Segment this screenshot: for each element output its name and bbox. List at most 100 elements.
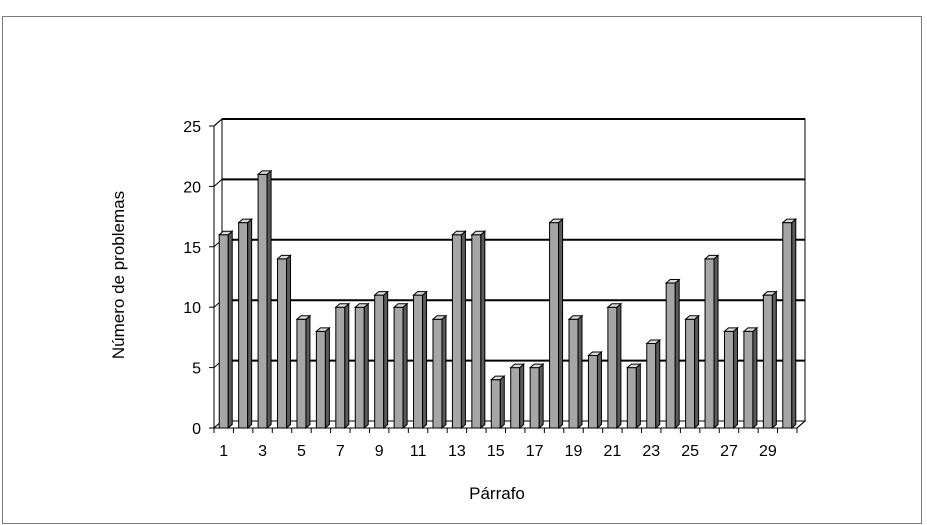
bar-top bbox=[489, 375, 506, 381]
bar-side bbox=[460, 230, 466, 430]
gridline-side bbox=[213, 179, 223, 187]
bar-front bbox=[490, 379, 501, 429]
bar-side bbox=[713, 254, 719, 430]
bar bbox=[315, 326, 331, 430]
bar bbox=[392, 302, 409, 430]
bar-front bbox=[568, 318, 579, 429]
bar-front bbox=[257, 173, 268, 429]
bar-side bbox=[363, 302, 369, 430]
bar bbox=[587, 350, 603, 430]
bar bbox=[334, 302, 351, 430]
y-tick-label: 25 bbox=[183, 119, 201, 136]
bar-side bbox=[577, 314, 583, 430]
bar-side bbox=[247, 218, 253, 430]
bar-front bbox=[529, 367, 540, 429]
y-tick-label: 20 bbox=[183, 179, 201, 196]
y-tick-label: 0 bbox=[192, 421, 201, 438]
bar-side bbox=[635, 362, 641, 430]
y-tick-labels: 0 5 10 15 20 25 bbox=[183, 119, 201, 438]
x-tick-label: 7 bbox=[336, 443, 345, 460]
bar-front bbox=[335, 306, 346, 429]
bar-front bbox=[685, 318, 696, 429]
bar-top bbox=[742, 327, 759, 332]
bar-top bbox=[723, 327, 739, 332]
bar-front bbox=[743, 330, 754, 429]
bar-side bbox=[441, 314, 447, 430]
axes bbox=[209, 125, 806, 433]
bar-front bbox=[549, 222, 560, 429]
x-tick-label: 29 bbox=[759, 443, 777, 460]
bar bbox=[217, 230, 234, 430]
bar-front bbox=[665, 282, 676, 429]
bar-front bbox=[723, 330, 734, 429]
bar bbox=[742, 326, 759, 430]
bar-top bbox=[276, 254, 292, 260]
bar-side bbox=[616, 302, 622, 430]
bar bbox=[664, 278, 681, 430]
bar-front bbox=[704, 258, 715, 429]
x-tick-label: 13 bbox=[448, 443, 466, 460]
y-tick-label: 10 bbox=[183, 300, 201, 317]
x-tick-labels: 1 3 5 7 9 11 13 15 17 19 21 23 25 27 29 bbox=[219, 443, 777, 460]
bar-top bbox=[762, 291, 778, 296]
x-tick-label: 27 bbox=[720, 443, 738, 460]
bar-side bbox=[558, 218, 564, 430]
bar-side bbox=[655, 338, 661, 430]
bar bbox=[276, 254, 292, 430]
x-tick-label: 1 bbox=[219, 443, 228, 460]
bar-front bbox=[471, 234, 482, 429]
bar-top bbox=[256, 170, 273, 175]
bar bbox=[489, 375, 506, 430]
bar-side bbox=[752, 326, 758, 430]
x-tick-label: 25 bbox=[681, 443, 699, 460]
bar-top bbox=[373, 291, 390, 296]
bar bbox=[412, 290, 428, 430]
bar-top bbox=[392, 303, 409, 308]
bar bbox=[237, 218, 253, 430]
bar bbox=[528, 362, 545, 430]
bar bbox=[431, 314, 448, 430]
bar bbox=[295, 314, 312, 430]
bar-front bbox=[393, 306, 404, 429]
bar-top bbox=[237, 218, 253, 224]
x-tick-label: 21 bbox=[603, 443, 621, 460]
bar-front bbox=[296, 318, 307, 429]
bar-top bbox=[528, 363, 545, 369]
bar bbox=[256, 169, 273, 430]
y-tick-label: 15 bbox=[183, 240, 201, 257]
x-tick-label: 19 bbox=[565, 443, 583, 460]
y-tick-label: 5 bbox=[192, 361, 201, 378]
bar-top bbox=[295, 315, 312, 320]
bar-top bbox=[781, 218, 798, 224]
bar bbox=[470, 230, 487, 430]
bar-side bbox=[674, 278, 680, 430]
gridline-side bbox=[213, 118, 223, 127]
bar-top bbox=[509, 363, 526, 369]
bar-top bbox=[315, 327, 331, 332]
x-tick-label: 11 bbox=[410, 443, 427, 460]
bar-side bbox=[305, 314, 311, 430]
bar-front bbox=[646, 342, 657, 429]
x-tick-label: 3 bbox=[258, 443, 267, 460]
bar bbox=[567, 314, 584, 430]
bar-front bbox=[354, 306, 365, 429]
bar-side bbox=[402, 302, 408, 430]
bar-side bbox=[383, 290, 389, 430]
bar-top bbox=[334, 303, 351, 308]
bar-front bbox=[413, 294, 424, 429]
bar bbox=[353, 302, 370, 430]
bar-side bbox=[266, 169, 272, 430]
bar-top bbox=[625, 363, 642, 369]
bar bbox=[684, 314, 700, 430]
bar-side bbox=[732, 326, 738, 430]
bar-front bbox=[782, 222, 793, 429]
bar-top bbox=[684, 315, 700, 320]
bar-front bbox=[510, 367, 521, 429]
bar-side bbox=[791, 218, 797, 430]
bar-front bbox=[432, 318, 443, 429]
bar-top bbox=[412, 291, 428, 296]
x-tick-label: 23 bbox=[642, 443, 660, 460]
bar-top bbox=[645, 339, 662, 344]
bar-side bbox=[694, 314, 700, 430]
x-tick-label: 15 bbox=[487, 443, 505, 460]
